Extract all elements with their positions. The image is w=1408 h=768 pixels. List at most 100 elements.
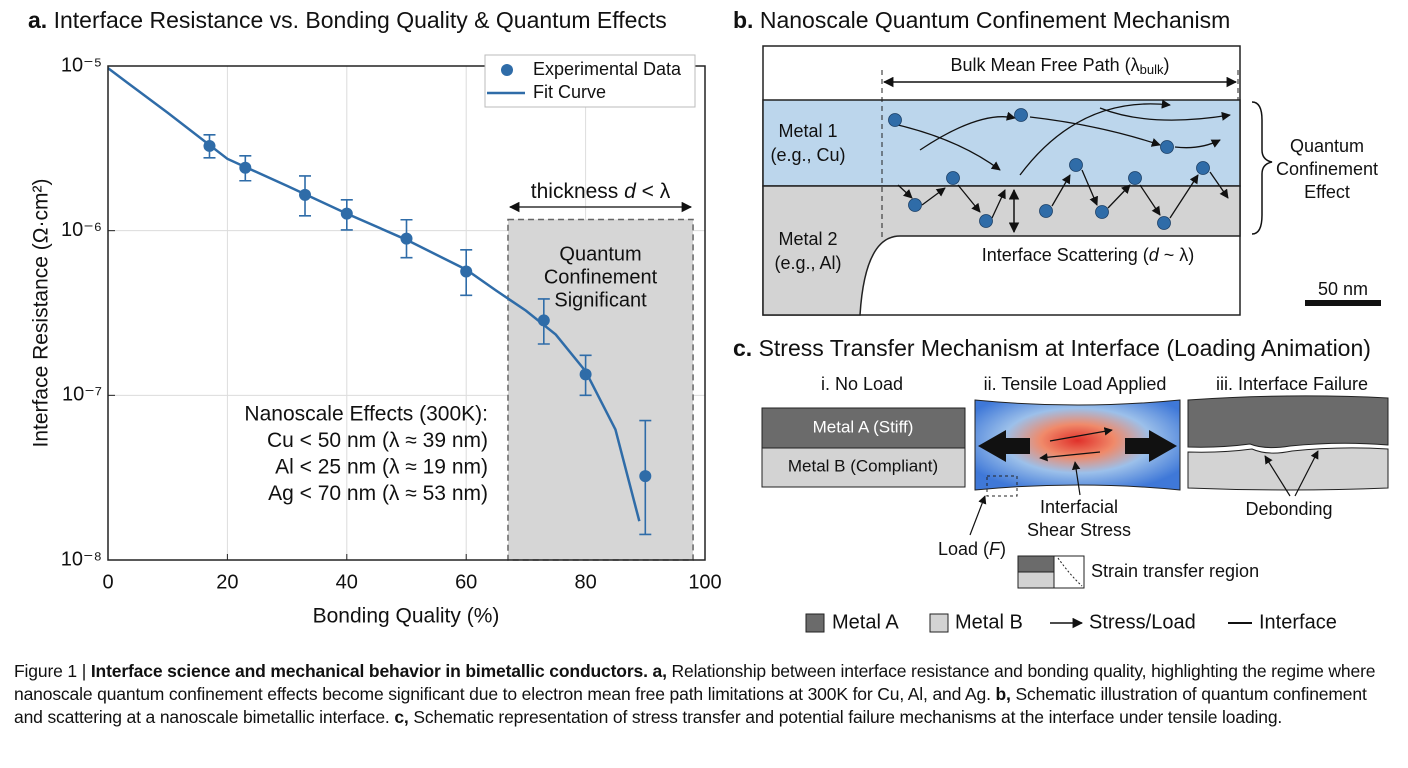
annotation: Ag < 70 nm (λ ≈ 53 nm) xyxy=(268,482,488,505)
stage-label: ii. Tensile Load Applied xyxy=(984,374,1167,394)
panel-label: b. xyxy=(733,7,753,33)
y-tick-label: 10⁻⁶ xyxy=(61,219,102,241)
caption-text: Interface science and mechanical behavio… xyxy=(90,661,672,681)
text: ~ λ) xyxy=(1159,245,1195,265)
x-tick-label: 40 xyxy=(336,571,358,593)
highlight-region xyxy=(507,218,694,561)
fit-line xyxy=(107,67,641,522)
stage-label: iii. Interface Failure xyxy=(1216,374,1368,394)
pointer xyxy=(1071,461,1081,496)
confinement-diagram: Bulk Mean Free Path (λbulk) Metal 1 (e.g… xyxy=(762,45,1381,316)
x-tick-label: 0 xyxy=(102,571,113,593)
pointer xyxy=(969,495,987,536)
text: thickness xyxy=(531,180,624,203)
region-label: Confinement xyxy=(544,266,658,288)
path xyxy=(919,111,1016,151)
electron xyxy=(1157,216,1171,230)
path xyxy=(957,184,981,213)
effect-label: Effect xyxy=(1304,182,1350,202)
path xyxy=(897,124,1001,171)
scattering-label: Interface Scattering (d ~ λ) xyxy=(982,245,1195,265)
path xyxy=(921,187,946,206)
metal-b xyxy=(761,447,966,488)
legend-label: Experimental Data xyxy=(533,59,682,79)
path xyxy=(1209,171,1229,199)
y-tick-label: 10⁻⁷ xyxy=(62,384,102,406)
x-tick-label: 60 xyxy=(455,571,477,593)
text: Load ( xyxy=(938,539,989,559)
text: Interface Scattering ( xyxy=(982,245,1149,265)
caption-text: Schematic representation of stress trans… xyxy=(413,707,1283,727)
inset-b xyxy=(1017,571,1055,589)
electron-paths xyxy=(897,99,1231,219)
legend-label: Interface xyxy=(1259,611,1337,633)
stage-label: i. No Load xyxy=(821,374,903,394)
caption-text: Relationship between interface resistanc… xyxy=(14,661,1376,704)
region-label: Significant xyxy=(554,289,647,311)
annotation: Nanoscale Effects (300K): xyxy=(244,403,488,426)
text: ) xyxy=(1000,539,1006,559)
legend-swatch xyxy=(929,613,949,633)
path xyxy=(1051,174,1071,207)
annotation: Al < 25 nm (λ ≈ 19 nm) xyxy=(275,456,488,479)
mfp-label: Bulk Mean Free Path (λbulk) xyxy=(951,55,1170,78)
electron xyxy=(1160,140,1174,154)
caption: Figure 1 | Interface science and mechani… xyxy=(14,660,1398,729)
load-label: Load (F) xyxy=(938,539,1006,559)
x-tick-label: 80 xyxy=(574,571,596,593)
load-arrow xyxy=(1125,430,1177,462)
legend-label: Metal A xyxy=(832,611,899,633)
plot-frame xyxy=(107,65,706,561)
path xyxy=(1107,184,1131,209)
debonding-label: Debonding xyxy=(1245,499,1332,519)
path xyxy=(1081,169,1098,206)
figure-graphics: a. Interface Resistance vs. Bonding Qual… xyxy=(28,7,1389,633)
shear-arrow xyxy=(1049,427,1113,442)
text: < λ xyxy=(636,180,671,203)
panel-label: a. xyxy=(28,7,47,33)
x-tick-label: 100 xyxy=(688,571,721,593)
shear-label: Shear Stress xyxy=(1027,520,1131,540)
text: F xyxy=(989,539,1001,559)
scale-bar xyxy=(1305,300,1381,306)
electron xyxy=(1128,171,1142,185)
x-axis-title: Bonding Quality (%) xyxy=(313,605,500,628)
electron xyxy=(946,171,960,185)
metal2-label: Metal 2 xyxy=(778,229,837,249)
y-tick-label: 10⁻⁵ xyxy=(61,54,102,76)
text: d xyxy=(624,180,637,203)
path xyxy=(991,189,1006,219)
electron xyxy=(1014,108,1028,122)
panel-label: c. xyxy=(733,335,752,361)
title: Nanoscale Quantum Confinement Mechanism xyxy=(760,7,1230,33)
legend-label: Fit Curve xyxy=(533,82,606,102)
shear-arrow xyxy=(1039,451,1101,462)
caption-text: c, xyxy=(394,707,414,727)
electron xyxy=(908,198,922,212)
metal1-label: (e.g., Cu) xyxy=(770,145,845,165)
effect-label: Quantum xyxy=(1290,136,1364,156)
subscript: bulk xyxy=(1140,62,1164,77)
failed-b xyxy=(1187,447,1389,491)
load-arrow xyxy=(978,430,1030,462)
electrons xyxy=(888,108,1210,230)
detail-box xyxy=(986,475,1018,497)
legend-swatch xyxy=(805,613,825,633)
path xyxy=(897,184,913,199)
effect-label: Confinement xyxy=(1276,159,1378,179)
chart-title: Interface Resistance vs. Bonding Quality… xyxy=(54,7,667,33)
electron xyxy=(1069,158,1083,172)
text: Bulk Mean Free Path (λ xyxy=(951,55,1140,75)
electron xyxy=(888,113,902,127)
text: ) xyxy=(1163,55,1169,75)
plot: 0 20 40 60 80 100 10⁻⁸ 10⁻⁷ 10⁻⁶ 10⁻⁵ QuantumConfi… xyxy=(61,54,722,593)
shear-label: Interfacial xyxy=(1040,497,1118,517)
electron xyxy=(1039,204,1053,218)
path xyxy=(1099,107,1231,121)
caption-text: Schematic illustration of quantum confin… xyxy=(14,684,1367,727)
path xyxy=(1174,139,1221,149)
electron xyxy=(979,214,993,228)
y-tick-label: 10⁻⁸ xyxy=(61,548,102,570)
metal1-label: Metal 1 xyxy=(778,121,837,141)
